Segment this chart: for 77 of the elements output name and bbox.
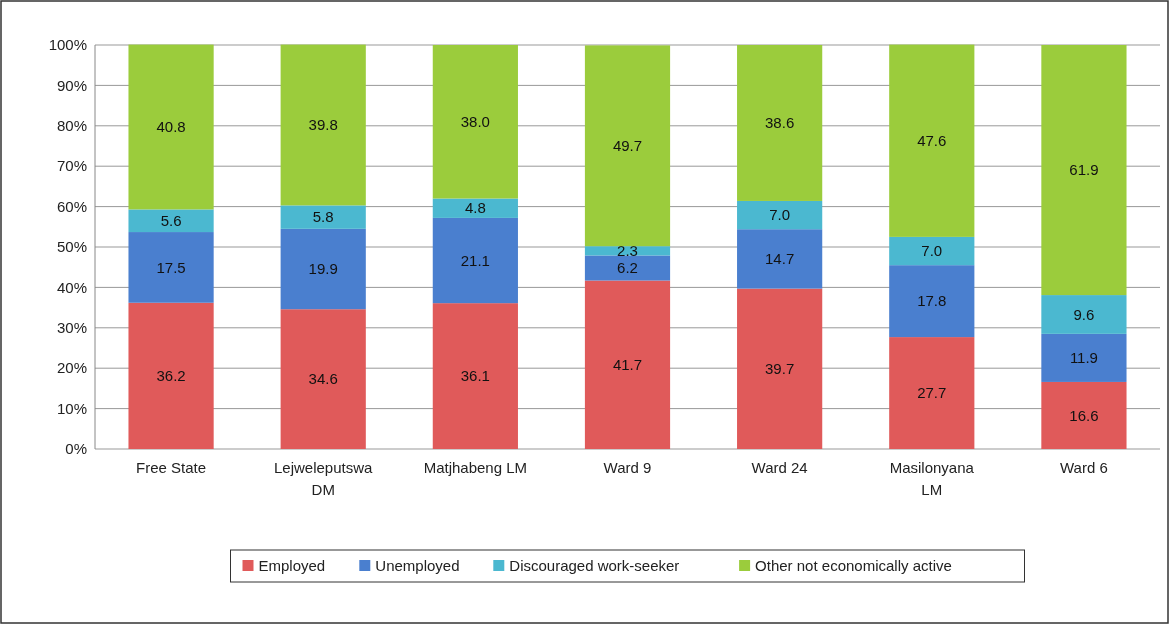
bar — [432, 303, 518, 449]
text: 7.0 — [769, 206, 791, 224]
text: 5.8 — [312, 208, 334, 226]
text: 19.9 — [308, 260, 338, 278]
text: 47.6 — [917, 132, 947, 149]
y-tick-label: 10% — [56, 399, 87, 417]
text: 38.0 — [460, 113, 490, 131]
text: 36.2 — [156, 367, 186, 385]
bar — [737, 45, 823, 201]
legend-label: Discouraged work-seeker — [509, 557, 680, 575]
text: 6.2 — [617, 259, 638, 277]
x-tick-label: Lejweleputswa DM — [274, 459, 374, 498]
text: 40.8 — [156, 118, 186, 136]
text: 11.9 — [1069, 349, 1098, 367]
bar — [1041, 381, 1127, 449]
bar — [889, 337, 975, 449]
bar — [432, 198, 518, 218]
x-tick-label: Ward 9 — [603, 459, 652, 476]
bar — [737, 229, 823, 289]
bar — [584, 45, 671, 247]
y-tick-label: 50% — [56, 238, 87, 256]
text: 49.7 — [612, 137, 643, 155]
bar — [128, 44, 214, 210]
x-tick-label: Masilonyana LM — [889, 459, 975, 498]
y-tick-label: 70% — [56, 157, 87, 175]
bar — [1041, 295, 1127, 334]
legend-label: Other not economically active — [755, 557, 952, 575]
text: 39.8 — [308, 116, 338, 134]
bar — [280, 309, 366, 449]
y-tick-label: 30% — [56, 319, 87, 337]
bar — [584, 255, 671, 281]
bar — [128, 232, 214, 303]
bar — [432, 45, 518, 199]
bar — [128, 209, 214, 233]
text: 7.0 — [921, 242, 943, 260]
y-tick-label: 80% — [56, 117, 87, 135]
bar — [737, 288, 823, 449]
bar — [737, 200, 823, 230]
x-tick-label: Ward 24 — [751, 459, 808, 476]
x-tick-label: Ward 6 — [1060, 459, 1108, 476]
text: 2.3 — [617, 242, 638, 260]
text: 27.7 — [917, 384, 947, 402]
text: 14.7 — [765, 250, 795, 268]
bar — [432, 217, 518, 304]
bar — [128, 302, 214, 449]
bar — [889, 44, 975, 237]
text: 5.6 — [160, 211, 182, 229]
text: 17.8 — [917, 292, 947, 310]
text: 38.6 — [765, 114, 795, 132]
x-tick-label: Free State — [136, 459, 207, 476]
legend-label: Employed — [258, 557, 326, 575]
text: 21.1 — [460, 251, 490, 269]
y-tick-label: 60% — [56, 197, 87, 215]
text: 17.5 — [156, 258, 186, 276]
bar — [280, 44, 366, 206]
legend-label: Unemployed — [375, 557, 460, 575]
y-tick-label: 100% — [48, 36, 87, 54]
text: 61.9 — [1069, 161, 1099, 179]
y-tick-label: 40% — [56, 278, 87, 296]
text: 16.6 — [1069, 406, 1099, 424]
text: 34.6 — [308, 370, 338, 388]
x-tick-label: Matjhabeng LM — [423, 459, 528, 476]
y-tick-label: 90% — [56, 76, 87, 94]
bar — [1041, 45, 1127, 296]
text: 39.7 — [765, 360, 795, 378]
text: 9.6 — [1073, 305, 1095, 323]
bar — [1041, 333, 1127, 382]
bar — [280, 228, 366, 310]
bar — [584, 280, 671, 449]
y-tick-label: 0% — [65, 440, 87, 458]
bar — [889, 265, 975, 338]
bar — [280, 205, 366, 229]
text: 41.7 — [612, 356, 643, 374]
text: 4.8 — [464, 199, 486, 217]
y-tick-label: 20% — [56, 359, 87, 377]
text: 36.1 — [460, 367, 490, 385]
bar — [889, 236, 975, 266]
